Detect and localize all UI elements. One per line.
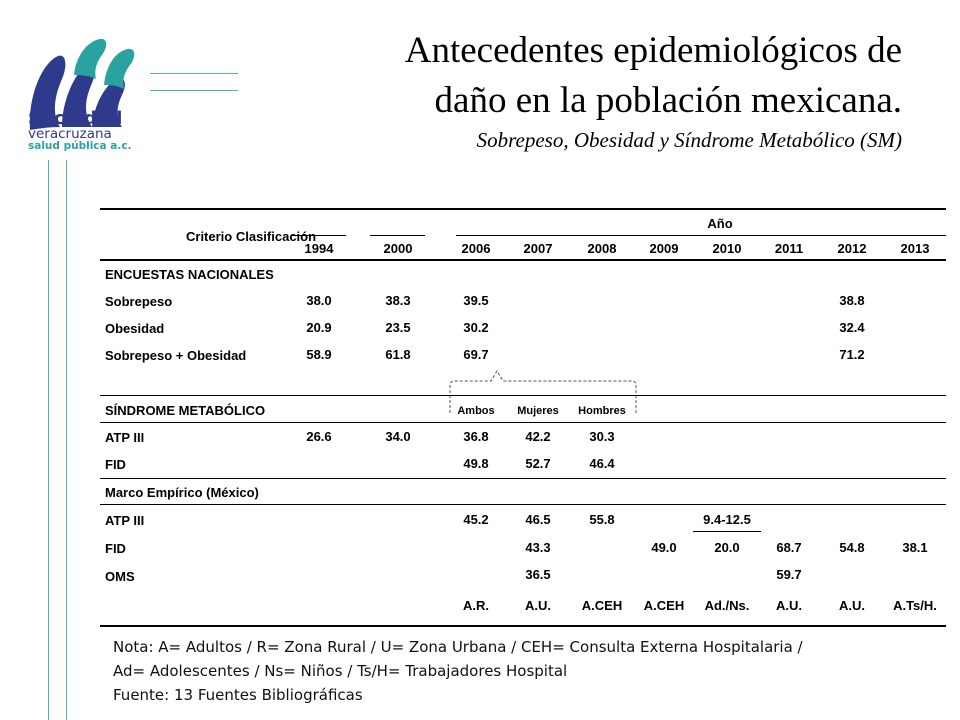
page-title-line1: Antecedentes epidemiológicos de: [404, 30, 902, 71]
table-cell: 46.5: [525, 512, 551, 527]
table-cell: 59.7: [776, 567, 802, 582]
logo-text-veracruzana: veracruzana: [28, 126, 112, 142]
table-cell: 49.0: [651, 540, 677, 555]
table-cell: 38.0: [306, 293, 332, 308]
footnote-line2: Ad= Adolescentes / Ns= Niños / Ts/H= Tra…: [113, 662, 568, 680]
table-cell: 36.5: [525, 567, 551, 582]
population-code: A.CEH: [581, 598, 623, 613]
row-label: ATP III: [105, 430, 145, 445]
row-label: OMS: [105, 569, 135, 584]
year-header: 2011: [774, 241, 804, 256]
logo-text-sociedad: Sociedad: [28, 108, 123, 129]
table-cell: 39.5: [463, 293, 489, 308]
table-cell: 52.7: [525, 456, 551, 471]
footnote: Nota: A= Adultos / R= Zona Rural / U= Zo…: [113, 635, 803, 707]
table-cell: 36.8: [463, 429, 489, 444]
population-code: A.Ts/H.: [893, 598, 937, 613]
row-label: FID: [105, 457, 126, 472]
row-label: Sobrepeso + Obesidad: [105, 348, 247, 363]
section-sindrome: SÍNDROME METABÓLICO: [105, 403, 266, 418]
table-cell: 42.2: [525, 429, 551, 444]
gender-header: Hombres: [578, 405, 626, 417]
population-code: A.U.: [776, 598, 802, 613]
table-cell: 49.8: [463, 456, 489, 471]
table-cell: 71.2: [839, 347, 865, 362]
gender-header: Mujeres: [517, 405, 559, 417]
year-header: 1994: [304, 241, 334, 256]
table-rule: [100, 208, 946, 210]
page-title-line2: daño en la población mexicana.: [434, 80, 902, 121]
year-underline: [370, 235, 425, 236]
table-rule: [456, 235, 946, 236]
year-header: 2008: [587, 241, 617, 256]
year-header: 2006: [461, 241, 491, 256]
year-header: 2012: [837, 241, 867, 256]
criterio-header: Criterio Clasificación: [186, 229, 317, 244]
table-cell: 20.9: [306, 320, 332, 335]
table-cell: 69.7: [463, 347, 489, 362]
table-cell: 38.3: [385, 293, 411, 308]
population-code: A.U.: [839, 598, 865, 613]
table-cell: 26.6: [306, 429, 332, 444]
table-cell: 32.4: [839, 320, 865, 335]
table-cell: 30.2: [463, 320, 489, 335]
decorative-line: [150, 73, 238, 74]
logo-wave-icon: [29, 38, 135, 130]
page-subtitle: Sobrepeso, Obesidad y Síndrome Metabólic…: [476, 128, 902, 152]
table-cell: 38.1: [902, 540, 928, 555]
year-header: 2009: [649, 241, 679, 256]
table-cell: 20.0: [714, 540, 740, 555]
year-header: 2007: [523, 241, 553, 256]
table-cell: 46.4: [589, 456, 615, 471]
table-cell: 45.2: [463, 512, 489, 527]
decorative-line: [66, 160, 67, 720]
year-header: 2000: [383, 241, 413, 256]
table-cell: 58.9: [306, 347, 332, 362]
year-header: 2013: [900, 241, 930, 256]
row-label: Obesidad: [105, 321, 165, 336]
cell-underline: [693, 531, 761, 532]
section-marco: Marco Empírico (México): [105, 485, 259, 500]
dashed-brace-icon: [449, 370, 637, 413]
table-cell: 55.8: [589, 512, 615, 527]
table-cell: 30.3: [589, 429, 615, 444]
row-label: FID: [105, 541, 126, 556]
population-code: A.CEH: [643, 598, 685, 613]
row-label: ATP III: [105, 513, 145, 528]
year-header: 2010: [712, 241, 742, 256]
table-cell: 38.8: [839, 293, 865, 308]
table-rule: [100, 504, 946, 505]
table-cell: 9.4-12.5: [703, 512, 751, 527]
table-cell: 61.8: [385, 347, 411, 362]
gender-header: Ambos: [457, 405, 495, 417]
footnote-source: Fuente: 13 Fuentes Bibliográficas: [113, 686, 363, 704]
population-code: A.R.: [463, 598, 489, 613]
table-rule: [100, 259, 946, 261]
population-code: A.U.: [525, 598, 551, 613]
footnote-line1: Nota: A= Adultos / R= Zona Rural / U= Zo…: [113, 638, 803, 656]
table-cell: 68.7: [776, 540, 802, 555]
logo-text-salud: salud pública a.c.: [28, 140, 132, 152]
row-label: Sobrepeso: [105, 294, 173, 309]
decorative-line: [48, 160, 49, 720]
population-code: Ad./Ns.: [704, 598, 750, 613]
anio-header: Año: [707, 216, 733, 231]
table-cell: 34.0: [385, 429, 411, 444]
table-cell: 43.3: [525, 540, 551, 555]
table-rule: [100, 422, 946, 423]
year-underline: [291, 235, 346, 236]
table-cell: 54.8: [839, 540, 865, 555]
table-rule: [100, 478, 946, 479]
table-cell: 23.5: [385, 320, 411, 335]
decorative-line: [150, 90, 238, 91]
data-table: Criterio Clasificación Año 1994 2000 200…: [100, 195, 950, 635]
section-encuestas: ENCUESTAS NACIONALES: [105, 267, 274, 282]
table-rule: [100, 625, 946, 627]
table-rule: [100, 395, 946, 396]
